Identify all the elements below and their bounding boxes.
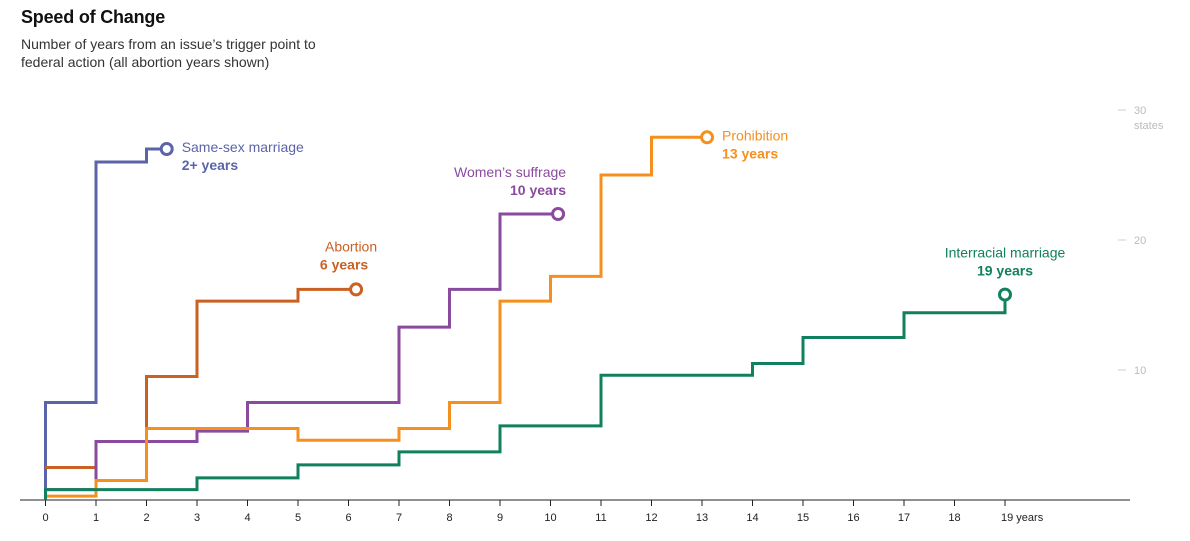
y-axis-unit-label: states <box>1134 120 1164 132</box>
series-years-prohibition: 13 years <box>722 145 778 161</box>
series-endpoint-women-s-suffrage <box>551 207 566 221</box>
x-tick-label: 17 <box>898 512 910 524</box>
series-label-abortion: Abortion <box>325 238 377 254</box>
x-tick-label: 15 <box>797 512 809 524</box>
x-tick-label: 9 <box>497 512 503 524</box>
series-line-prohibition <box>45 135 707 498</box>
x-tick-label: 3 <box>194 512 200 524</box>
series-line-same-sex-marriage <box>44 147 167 500</box>
series-years-interracial-marriage: 19 years <box>977 263 1033 279</box>
series-endpoint-abortion <box>349 282 364 297</box>
chart-title: Speed of Change <box>21 7 166 27</box>
x-tick-label: 14 <box>746 512 758 524</box>
x-tick-label: 18 <box>948 512 960 524</box>
x-tick-label: 0 <box>42 512 48 524</box>
x-tick-label: 6 <box>345 512 351 524</box>
series-label-interracial-marriage: Interracial marriage <box>945 245 1066 261</box>
x-tick-label: 10 <box>544 512 556 524</box>
x-tick-label: 5 <box>295 512 301 524</box>
x-tick-label: 13 <box>696 512 708 524</box>
series-years-same-sex-marriage: 2+ years <box>182 157 239 173</box>
series-endpoint-interracial-marriage <box>998 287 1012 302</box>
x-tick-label: 7 <box>396 512 402 524</box>
series-years-abortion: 6 years <box>320 256 368 272</box>
series-endpoint-same-sex-marriage <box>159 142 174 156</box>
x-tick-label: 11 <box>595 512 606 524</box>
x-tick-label: 12 <box>645 512 657 524</box>
y-tick-label: 20 <box>1134 235 1146 247</box>
x-tick-label: 2 <box>143 512 149 524</box>
series-label-prohibition: Prohibition <box>722 127 788 143</box>
x-tick-label: 8 <box>446 512 452 524</box>
chart-subtitle: Number of years from an issue’s trigger … <box>21 36 316 70</box>
y-tick-label: 30 <box>1134 105 1146 117</box>
series-endpoint-prohibition <box>700 130 715 145</box>
x-tick-label: 4 <box>244 512 250 524</box>
series-line-women-s-suffrage <box>45 212 559 492</box>
x-tick-label: 19 years <box>1001 512 1044 524</box>
series-label-women-s-suffrage: Women’s suffrage <box>454 164 566 180</box>
x-tick-label: 1 <box>93 512 99 524</box>
series-line-interracial-marriage <box>44 294 1007 500</box>
series-years-women-s-suffrage: 10 years <box>510 182 566 198</box>
x-tick-label: 16 <box>847 512 859 524</box>
y-tick-label: 10 <box>1134 365 1146 377</box>
series-label-same-sex-marriage: Same-sex marriage <box>182 139 304 155</box>
